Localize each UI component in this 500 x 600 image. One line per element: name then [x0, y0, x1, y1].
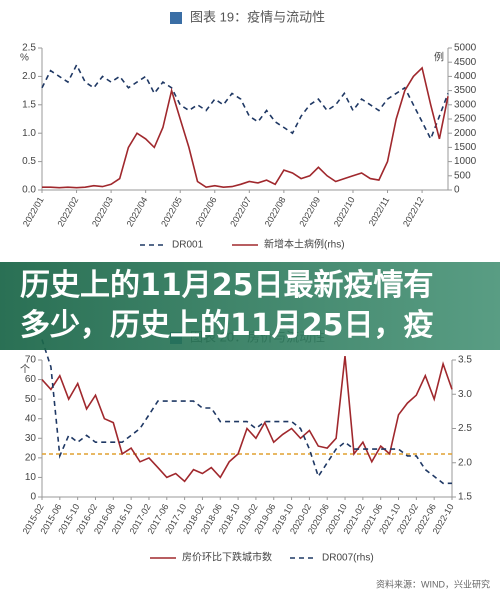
- legend-label: 新增本土病例(rhs): [264, 238, 345, 251]
- series-line: [41, 356, 453, 483]
- y-tick-label: 50: [25, 394, 37, 405]
- y2-tick-label: 2000: [454, 128, 477, 139]
- y2-tick-label: 4500: [454, 57, 477, 68]
- source: 资料来源：WIND，兴业研究: [376, 578, 490, 589]
- y2-tick-label: 500: [454, 170, 471, 181]
- y-unit: 个: [20, 364, 30, 376]
- banner-line: 历史上的11月25日最新疫情有: [20, 268, 434, 303]
- series-line: [41, 339, 452, 485]
- banner-line: 多少，历史上的11月25日，疫: [20, 308, 434, 343]
- series-line: [41, 63, 449, 141]
- y-tick-label: 30: [25, 433, 37, 444]
- x-tick-label: 2022/03: [90, 195, 115, 228]
- x-tick-label: 2022/06: [194, 195, 219, 228]
- legend-label: 房价环比下跌城市数: [182, 551, 272, 564]
- y-tick-label: 1.0: [22, 128, 36, 139]
- x-tick-label: 2022/01: [21, 195, 46, 228]
- y-tick-label: 0: [30, 492, 36, 503]
- y2-tick-label: 1.5: [458, 492, 472, 503]
- y-tick-label: 2.5: [22, 43, 36, 54]
- y-tick-label: 10: [25, 472, 37, 483]
- y-tick-label: 20: [25, 452, 37, 463]
- legend-label: DR007(rhs): [322, 553, 374, 564]
- y2-tick-label: 3000: [454, 99, 477, 110]
- y2-tick-label: 3500: [454, 85, 477, 96]
- y-tick-label: 0.0: [22, 185, 36, 196]
- y2-tick-label: 5000: [454, 43, 477, 54]
- y-tick-label: 0.5: [22, 156, 36, 167]
- y-tick-label: 1.5: [22, 99, 36, 110]
- y2-tick-label: 3.5: [458, 355, 472, 366]
- y-unit: %: [20, 53, 29, 64]
- banner: 历史上的11月25日最新疫情有 多少，历史上的11月25日，疫: [0, 262, 500, 350]
- series-line: [42, 66, 449, 189]
- title-icon: [170, 12, 182, 24]
- y2-tick-label: 1000: [454, 156, 477, 167]
- y2-tick-label: 2500: [454, 114, 477, 125]
- y-tick-label: 70: [25, 355, 37, 366]
- y-tick-label: 2.0: [22, 71, 36, 82]
- y-tick-label: 60: [25, 374, 37, 385]
- chart-title: 图表 19：疫情与流动性: [190, 9, 325, 24]
- y-tick-label: 40: [25, 413, 37, 424]
- x-tick-label: 2022/02: [55, 195, 80, 228]
- x-tick-label: 2022/12: [401, 195, 426, 228]
- x-tick-label: 2022/09: [297, 195, 322, 228]
- y2-tick-label: 1500: [454, 142, 477, 153]
- x-tick-label: 2022/04: [125, 195, 150, 228]
- y2-tick-label: 2.5: [458, 423, 472, 434]
- legend-label: DR001: [172, 240, 204, 251]
- x-tick-label: 2022/05: [159, 195, 184, 228]
- y2-unit: 例: [434, 51, 444, 64]
- x-tick-label: 2022/08: [263, 195, 288, 228]
- x-tick-label: 2022/11: [367, 195, 392, 228]
- y2-tick-label: 3.0: [458, 389, 472, 400]
- x-tick-label: 2022/10: [332, 195, 357, 228]
- y2-tick-label: 4000: [454, 71, 477, 82]
- y2-tick-label: 2.0: [458, 457, 472, 468]
- y2-tick-label: 0: [454, 185, 460, 196]
- x-tick-label: 2022/07: [228, 195, 253, 228]
